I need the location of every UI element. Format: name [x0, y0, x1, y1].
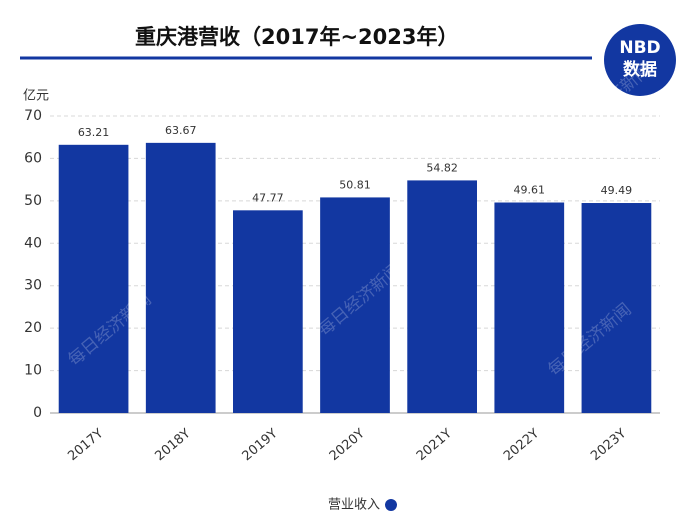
y-tick-label: 20 [24, 320, 42, 336]
data-label: 63.21 [78, 126, 110, 139]
data-label: 50.81 [339, 178, 371, 191]
y-tick-label: 50 [24, 193, 42, 209]
data-label: 49.49 [601, 184, 633, 197]
legend-swatch [385, 499, 397, 511]
y-tick-label: 0 [33, 405, 42, 421]
data-label: 54.82 [426, 161, 458, 174]
bar [233, 210, 303, 413]
y-tick-label: 10 [24, 363, 42, 379]
y-unit: 亿元 [23, 89, 49, 104]
y-tick-label: 40 [24, 235, 42, 251]
logo-text: 数据 [623, 59, 657, 80]
legend: 营业收入 [328, 498, 397, 513]
bar [494, 202, 565, 413]
bar [58, 144, 129, 413]
bar [145, 142, 216, 413]
y-tick-label: 60 [24, 150, 42, 166]
bar [581, 203, 652, 413]
data-label: 47.77 [252, 191, 284, 204]
legend-label: 营业收入 [328, 498, 380, 513]
logo-text: NBD [619, 38, 660, 58]
data-label: 63.67 [165, 124, 197, 137]
bar [407, 180, 477, 413]
chart-title: 重庆港营收（2017年~2023年） [135, 25, 459, 49]
y-tick-label: 70 [24, 108, 42, 124]
data-label: 49.61 [514, 184, 546, 197]
logo-circle [604, 24, 676, 96]
y-tick-label: 30 [24, 278, 42, 294]
bar [320, 197, 390, 413]
